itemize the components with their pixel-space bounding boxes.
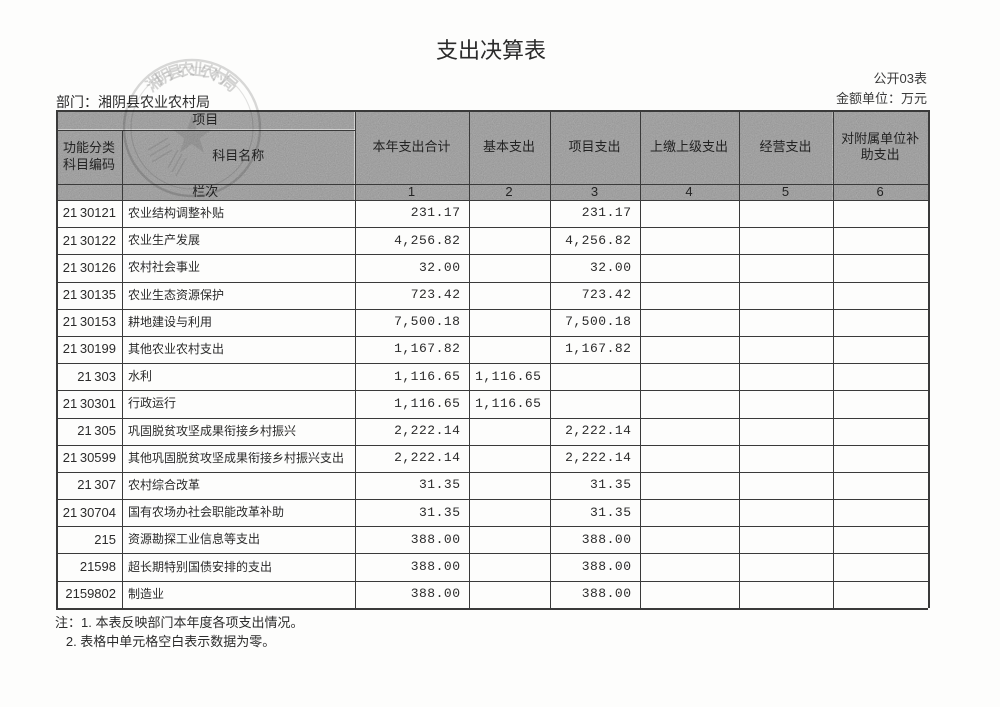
svg-text:农: 农 xyxy=(176,60,195,81)
svg-text:阴: 阴 xyxy=(153,65,176,88)
svg-text:村: 村 xyxy=(208,64,231,88)
svg-text:业: 业 xyxy=(189,61,207,81)
svg-text:农: 农 xyxy=(198,60,220,83)
svg-text:局: 局 xyxy=(217,72,241,96)
svg-text:县: 县 xyxy=(165,62,186,84)
